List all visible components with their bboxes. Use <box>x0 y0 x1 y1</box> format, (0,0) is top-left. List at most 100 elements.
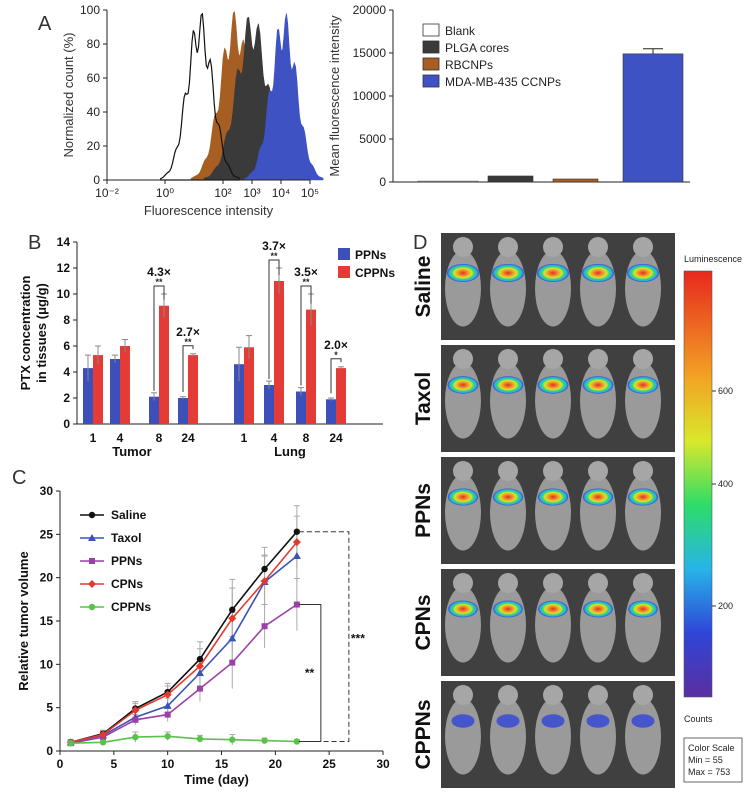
histogram-series-mda-mb-435-ccnps <box>244 13 324 181</box>
marker <box>132 733 139 741</box>
marker <box>67 740 74 747</box>
y-tick-label: 30 <box>40 484 54 498</box>
luminescence-signal <box>583 600 613 618</box>
legend-label: RBCNPs <box>445 58 493 72</box>
luminescence-signal <box>627 264 659 282</box>
marker <box>228 614 237 623</box>
y-tick-label: 8 <box>63 313 70 327</box>
marker <box>293 528 301 535</box>
y-tick-label: 12 <box>57 261 71 275</box>
bar-ppns <box>178 398 188 424</box>
significance-bracket-inner <box>298 604 322 742</box>
mouse-head <box>588 349 608 369</box>
mouse <box>535 474 571 551</box>
x-tick-label: 4 <box>271 431 278 445</box>
marker <box>88 511 96 519</box>
histogram-series-blank <box>160 12 240 181</box>
y-tick-label: 4 <box>63 365 70 379</box>
row-label-taxol: Taxol <box>412 372 435 425</box>
y-tick-label: 0 <box>379 175 386 189</box>
x-tick-label: 8 <box>303 431 310 445</box>
bioluminescence-image-grid: Saline Taxol PPNs CPNs CPPNs Luminescence 600 4… <box>412 233 743 788</box>
x-tick-label: 10³ <box>243 186 260 200</box>
luminescence-signal <box>627 376 659 394</box>
marker <box>293 738 301 745</box>
y-tick-label: 15 <box>40 614 54 628</box>
legend-swatch <box>422 74 440 88</box>
y-tick-label: 10 <box>40 657 54 671</box>
significance-stars: *** <box>351 631 365 645</box>
mouse <box>490 362 526 439</box>
mouse <box>580 586 616 663</box>
mouse-head <box>498 237 518 257</box>
x-tick-label: 0 <box>57 757 64 771</box>
y-axis-label: Relative tumor volume <box>16 551 31 690</box>
legend-label: Blank <box>445 24 476 38</box>
mouse-head <box>543 237 563 257</box>
bar-ppns <box>326 399 336 424</box>
mouse <box>490 250 526 327</box>
marker <box>196 655 204 663</box>
significance-bracket <box>268 259 280 379</box>
panel-label-a: A <box>38 13 52 35</box>
y-tick-label: 60 <box>87 71 101 85</box>
x-tick-label: 15 <box>215 757 229 771</box>
fold-change-label: 2.0× <box>324 338 348 352</box>
mouse <box>490 586 526 663</box>
y-axis-label-line1: PTX concentration <box>18 276 33 391</box>
legend-label: CPNs <box>111 577 143 591</box>
x-tick-label: 24 <box>181 431 195 445</box>
bar-cppns <box>120 346 130 424</box>
significance-bracket-outer <box>298 531 350 742</box>
marker <box>196 685 203 692</box>
marker <box>229 606 236 613</box>
x-tick-label: 5 <box>110 757 117 771</box>
significance-bracket <box>153 285 165 391</box>
row-label-cpns: CPNs <box>412 594 435 650</box>
mouse-head <box>588 237 608 257</box>
bar-cppns <box>93 355 103 424</box>
tumor-volume-line-chart: 0 5 10 15 20 25 30 0 5 10 15 20 25 30 Time (day) Relati… <box>16 484 390 787</box>
luminescence-signal <box>538 600 568 618</box>
luminescence-signal <box>496 714 520 728</box>
x-axis-label: Fluorescence intensity <box>144 203 274 218</box>
luminescence-signal <box>537 376 569 394</box>
x-tick-label: 1 <box>90 431 97 445</box>
legend-swatch <box>422 57 440 71</box>
panel-label-c: C <box>12 467 26 489</box>
marker <box>228 634 237 642</box>
x-tick-label: 10⁵ <box>301 186 319 200</box>
marker <box>99 739 107 746</box>
bar-cppns <box>188 355 198 424</box>
mouse <box>625 362 661 439</box>
luminescence-signal <box>582 488 614 506</box>
luminescence-signal <box>586 714 610 728</box>
mouse-head <box>543 461 563 481</box>
mouse-head <box>498 573 518 593</box>
marker <box>292 538 301 547</box>
marker <box>261 737 268 744</box>
mouse <box>625 474 661 551</box>
bar-ppns <box>296 391 306 424</box>
y-tick-label: 80 <box>87 37 101 51</box>
marker <box>132 716 139 723</box>
x-tick-label: 10⁻² <box>95 186 119 200</box>
x-axis-label: Time (day) <box>184 772 249 787</box>
luminescence-signal <box>492 264 524 282</box>
marker <box>261 565 268 573</box>
marker <box>196 735 204 743</box>
series-line-taxol <box>70 555 298 744</box>
luminescence-signal <box>582 264 614 282</box>
colorbar <box>683 270 713 698</box>
colorbar-title: Luminescence <box>684 254 742 264</box>
colorbar-tick-label: 400 <box>718 479 733 489</box>
y-tick-label: 14 <box>57 235 71 249</box>
bar-rbcnps <box>552 178 599 183</box>
fold-change-label: 2.7× <box>176 325 200 339</box>
y-axis-label: Mean fluorescence intensity <box>327 15 342 177</box>
mouse <box>580 250 616 327</box>
y-tick-label: 0 <box>46 744 53 758</box>
marker <box>88 603 96 611</box>
fold-change-label: 4.3× <box>147 265 171 279</box>
